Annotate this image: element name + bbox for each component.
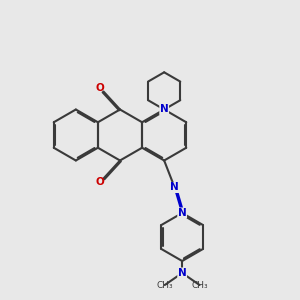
- Text: N: N: [178, 268, 187, 278]
- Text: O: O: [95, 83, 104, 93]
- Text: N: N: [170, 182, 179, 193]
- Text: N: N: [178, 208, 187, 218]
- Text: O: O: [95, 177, 104, 187]
- Text: CH₃: CH₃: [157, 280, 173, 290]
- Text: N: N: [160, 104, 169, 115]
- Text: CH₃: CH₃: [191, 280, 208, 290]
